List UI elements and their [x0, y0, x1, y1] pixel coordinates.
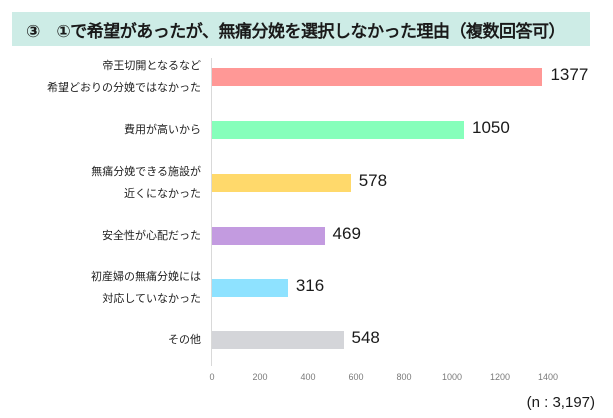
bar: [212, 331, 344, 349]
category-label-line1: 費用が高いから: [124, 123, 201, 136]
x-tick: 1000: [441, 372, 463, 382]
bar: [212, 227, 325, 245]
value-label: 316: [295, 276, 325, 295]
value-label: 469: [332, 224, 361, 243]
bar: [212, 279, 288, 297]
category-label-line2: 希望どおりの分娩ではなかった: [47, 81, 201, 94]
category-label-line1: 帝王切開となるなど: [102, 59, 201, 72]
category-label-line1: その他: [168, 333, 201, 346]
value-label: 578: [358, 171, 388, 190]
category-label: 費用が高いから: [124, 104, 201, 156]
bar-row-other: その他 548: [0, 314, 613, 366]
x-tick: 200: [252, 372, 268, 382]
x-tick: 400: [300, 372, 316, 382]
sample-size-note: (n : 3,197): [526, 394, 595, 411]
category-label: その他: [168, 314, 201, 366]
x-tick: 0: [209, 372, 215, 382]
y-axis-line: [211, 58, 212, 366]
x-tick: 1400: [537, 372, 559, 382]
bar: [212, 68, 543, 86]
category-label: 無痛分娩できる施設が 近くになかった: [91, 157, 201, 209]
x-axis-ticks: 0 200 400 600 800 1000 1200 1400: [0, 372, 613, 386]
category-label-line1: 安全性が心配だった: [102, 229, 201, 242]
bar-row-safety: 安全性が心配だった 469: [0, 210, 613, 262]
category-label-line2: 近くになかった: [124, 187, 201, 200]
bar-row-no-facility: 無痛分娩できる施設が 近くになかった 578: [0, 157, 613, 209]
category-label-line2: 対応していなかった: [102, 292, 201, 305]
x-tick: 600: [348, 372, 364, 382]
bar-row-cesarean: 帝王切開となるなど 希望どおりの分娩ではなかった 1377: [0, 51, 613, 103]
bar: [212, 174, 351, 192]
value-label: 1050: [472, 118, 510, 137]
x-tick: 1200: [489, 372, 511, 382]
category-label: 帝王切開となるなど 希望どおりの分娩ではなかった: [47, 51, 201, 103]
value-label: 548: [351, 328, 380, 347]
x-tick: 800: [396, 372, 412, 382]
chart-title-banner: ③ ①で希望があったが、無痛分娩を選択しなかった理由（複数回答可）: [12, 12, 590, 46]
category-label: 初産婦の無痛分娩には 対応していなかった: [91, 262, 201, 314]
category-label-line1: 初産婦の無痛分娩には: [91, 270, 201, 283]
chart-title: ③ ①で希望があったが、無痛分娩を選択しなかった理由（複数回答可）: [26, 21, 565, 42]
category-label: 安全性が心配だった: [102, 210, 201, 262]
category-label-line1: 無痛分娩できる施設が: [91, 165, 201, 178]
value-label: 1377: [550, 65, 589, 84]
bar: [212, 121, 464, 139]
bar-row-cost: 費用が高いから 1050: [0, 104, 613, 156]
bar-row-primipara: 初産婦の無痛分娩には 対応していなかった 316: [0, 262, 613, 314]
